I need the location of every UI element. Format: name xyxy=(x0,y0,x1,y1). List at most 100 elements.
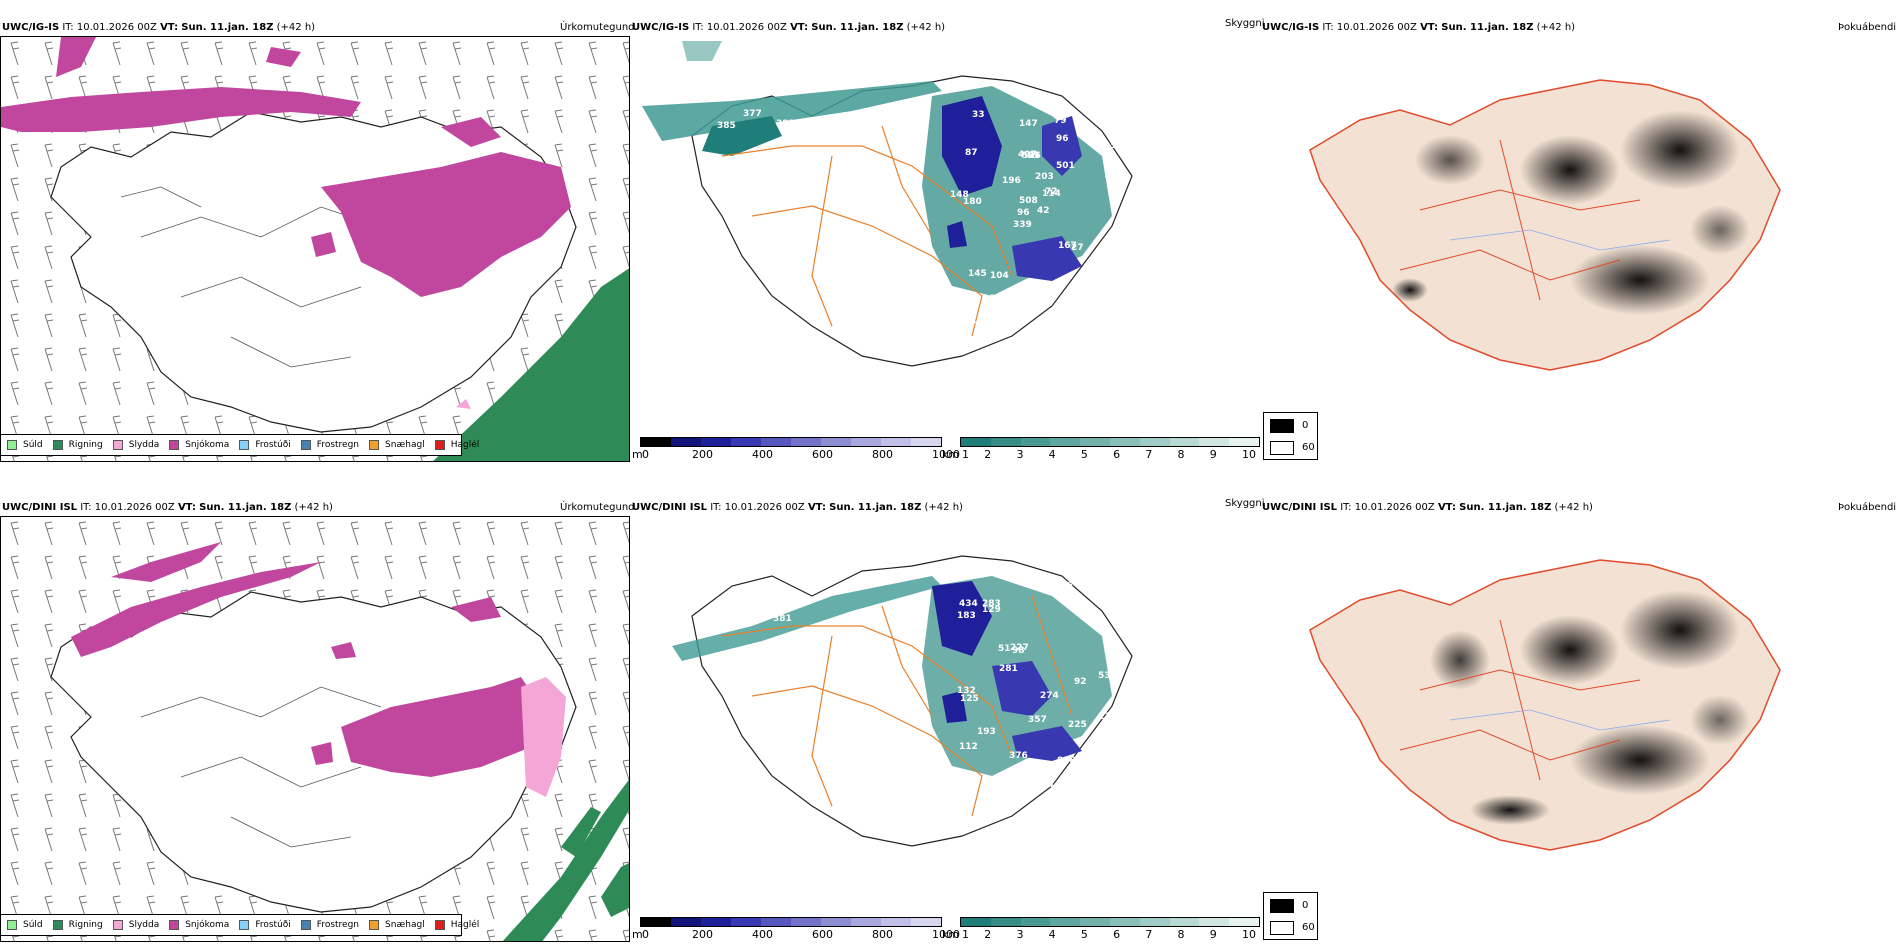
legend-item-2: Slydda xyxy=(112,920,160,930)
legend-item-7: Haglél xyxy=(434,920,480,930)
visibility-value: 80 xyxy=(1076,771,1089,781)
fog-legend-swatch xyxy=(1270,441,1294,455)
cbar-tick: 400 xyxy=(752,928,773,941)
rain-area xyxy=(433,268,629,461)
legend-item-0: Súld xyxy=(7,920,43,930)
fog-legend-swatch xyxy=(1270,899,1294,913)
visibility-value: 838 xyxy=(1057,756,1076,766)
visibility-value: 193 xyxy=(977,727,996,737)
legend-label: Snæhagl xyxy=(385,440,425,450)
cbar-tick: 1 xyxy=(962,928,969,941)
cbar-tick: 2 xyxy=(984,448,992,461)
precip-map xyxy=(0,516,630,942)
visibility-value: 51 xyxy=(998,644,1011,654)
legend-swatch xyxy=(52,920,63,930)
fog-legend-label: 60 xyxy=(1302,442,1315,453)
fog-legend-swatch xyxy=(1270,921,1294,935)
legend-swatch xyxy=(112,440,123,450)
visibility-value: 147 xyxy=(1019,119,1038,129)
visibility-value: 161 xyxy=(1061,593,1080,603)
vis-map: 385 377 383 424 114 104 79 93 96 42 33 187 180 252 339… xyxy=(632,36,1232,431)
legend-label: Frostúði xyxy=(255,440,291,450)
legend-swatch xyxy=(434,440,445,450)
visibility-value: 164 xyxy=(1035,780,1054,790)
cbar-km: km 1 2 3 4 5 6 7 8 9 10 xyxy=(942,434,1260,464)
visibility-value: 225 xyxy=(1068,720,1087,730)
legend-label: Slydda xyxy=(128,920,160,930)
visibility-value: 281 xyxy=(999,664,1018,674)
visibility-value: 93 xyxy=(1027,151,1040,161)
legend-swatch xyxy=(300,920,311,930)
vis-title: Skyggni xyxy=(1225,498,1265,509)
cbar-tick: 4 xyxy=(1048,448,1056,461)
legend-item-6: Snæhagl xyxy=(369,920,425,930)
fog-legend-label: 0 xyxy=(1302,900,1309,911)
snow-area xyxy=(1,87,361,132)
cbar-tick: 1000 xyxy=(932,928,960,941)
cbar-tick: 600 xyxy=(812,928,833,941)
visibility-value: 381 xyxy=(773,614,792,624)
visibility-value: 424 xyxy=(803,134,822,144)
legend-label: Rigning xyxy=(68,440,103,450)
legend-swatch xyxy=(169,440,180,450)
visibility-value: 96 xyxy=(1017,208,1030,218)
legend-label: Haglél xyxy=(450,920,480,930)
legend-swatch xyxy=(300,440,311,450)
row-1: UWC/IG-IS IT: 10.01.2026 00Z VT: Sun. 11… xyxy=(0,18,1896,464)
row-2: UWC/DINI ISL IT: 10.01.2026 00Z VT: Sun.… xyxy=(0,480,1900,950)
cbar-tick: 3 xyxy=(1016,928,1024,941)
legend-item-5: Frostregn xyxy=(300,920,360,930)
legend-item-4: Frostúði xyxy=(239,440,291,450)
cbar-tick: 2 xyxy=(984,928,992,941)
visibility-value: 181 xyxy=(956,303,975,313)
visibility-value: 133 xyxy=(983,294,1002,304)
legend-label: Snæhagl xyxy=(385,920,425,930)
visibility-value: 125 xyxy=(960,694,979,704)
visibility-value: 92 xyxy=(1017,283,1030,293)
visibility-value: 114 xyxy=(1042,189,1061,199)
cbar-tick: 4 xyxy=(1048,928,1056,941)
cbar-tick: 6 xyxy=(1113,928,1121,941)
visibility-value: 96 xyxy=(1056,134,1069,144)
cbar-tick: 600 xyxy=(812,448,833,461)
visibility-value: 203 xyxy=(1035,172,1054,182)
visibility-value: 98 xyxy=(1012,646,1025,656)
legend-label: Haglél xyxy=(450,440,480,450)
visibility-value: 104 xyxy=(990,271,1009,281)
visibility-value: 252 xyxy=(1104,141,1123,151)
cbar-tick: 0 xyxy=(642,448,649,461)
visibility-value: 182 xyxy=(1104,170,1123,180)
legend-item-5: Frostregn xyxy=(300,440,359,450)
visibility-value: 42 xyxy=(832,724,845,734)
visibility-value: 357 xyxy=(1028,715,1047,725)
legend-item-0: Súld xyxy=(7,440,43,450)
fog-legend: 0 60 xyxy=(1263,892,1318,940)
cbar-tick: 200 xyxy=(692,448,713,461)
legend-item-4: Frostúði xyxy=(239,920,291,930)
legend-label: Slydda xyxy=(128,440,160,450)
precip-legend: Súld Rigning Slydda Snjókoma Frostúði Frostre… xyxy=(0,434,479,456)
legend-label: Frostregn xyxy=(316,920,360,930)
visibility-value: 407 xyxy=(1018,150,1037,160)
cbar-tick: 5 xyxy=(1080,448,1088,461)
vis-header: UWC/DINI ISL IT: 10.01.2026 00Z VT: Sun.… xyxy=(632,502,963,513)
legend-item-1: Rigning xyxy=(52,440,103,450)
visibility-value: 274 xyxy=(1040,691,1059,701)
visibility-value: 183 xyxy=(957,611,976,621)
legend-swatch xyxy=(369,440,380,450)
visibility-value: 526 xyxy=(1022,151,1041,161)
visibility-value: 112 xyxy=(959,742,978,752)
visibility-value: 79 xyxy=(1054,116,1067,126)
legend-swatch xyxy=(169,920,180,930)
vis-map: 331 906 381 366 98 80 112 161 51 143 183 132 434 231 3… xyxy=(632,516,1232,911)
visibility-value: 87 xyxy=(965,148,978,158)
legend-item-2: Slydda xyxy=(112,440,160,450)
visibility-value: 72 xyxy=(1045,187,1058,197)
cbar-km: km 1 2 3 4 5 6 7 8 9 10 xyxy=(942,914,1260,944)
cbar-tick: 7 xyxy=(1145,928,1153,941)
precip-header: UWC/IG-IS IT: 10.01.2026 00Z VT: Sun. 11… xyxy=(2,22,316,33)
precip-title: Úrkomutegund xyxy=(560,502,635,513)
cbar-tick: 10 xyxy=(1242,928,1256,941)
legend-swatch xyxy=(369,920,380,930)
cbar-m: m 0 200 400 600 800 1000 xyxy=(632,434,960,464)
